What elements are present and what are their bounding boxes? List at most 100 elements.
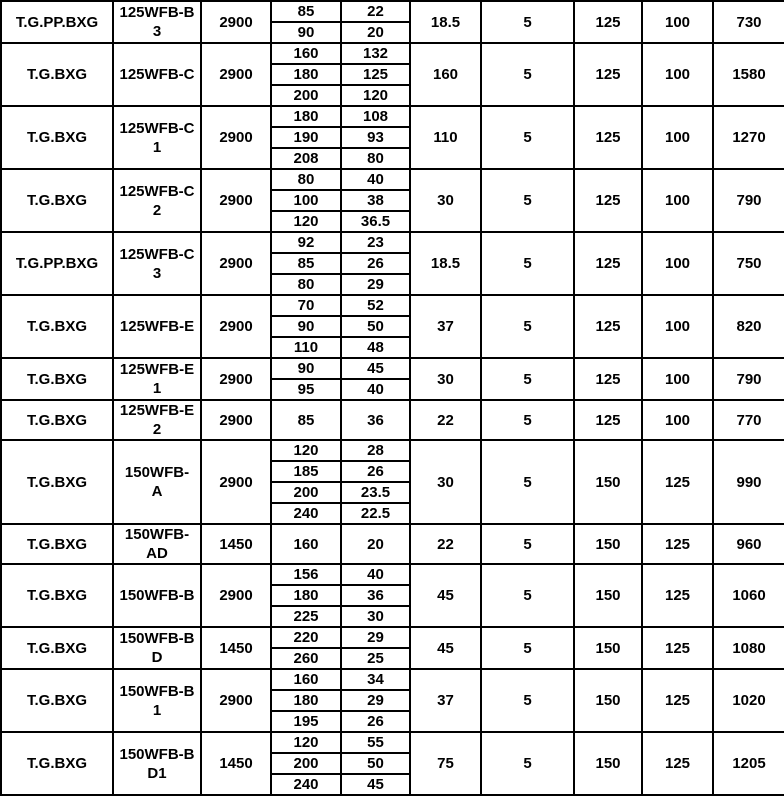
table-row: 90 50 [1, 315, 784, 338]
power-cell: 37 [409, 668, 482, 733]
value5-cell: 5 [480, 731, 575, 796]
table-row: 260 25 [1, 647, 784, 670]
power-cell: 45 [409, 563, 482, 628]
model-cell: 125WFB-C [112, 42, 202, 107]
dn2-cell: 125 [641, 668, 714, 733]
head-cell: 48 [340, 336, 411, 359]
head-cell: 36 [340, 399, 411, 441]
table-row: T.G.BXG 125WFB-E 2 2900 85 36 22 5 125 100 770 [0, 399, 784, 441]
power-cell: 30 [409, 439, 482, 525]
brand-cell: T.G.BXG [0, 668, 114, 733]
brand-cell: T.G.BXG [0, 523, 114, 565]
brand-cell: T.G.PP.BXG [0, 0, 114, 44]
head-cell: 38 [340, 189, 411, 212]
flow-cell: 120 [270, 731, 342, 754]
dn1-cell: 150 [573, 731, 643, 796]
table-row: 120 36.5 [1, 210, 784, 233]
speed-cell: 1450 [200, 731, 272, 796]
flow-cell: 180 [270, 63, 342, 86]
value5-cell: 5 [480, 168, 575, 233]
flow-cell: 185 [270, 460, 342, 483]
head-cell: 132 [340, 42, 411, 65]
speed-cell: 1450 [200, 523, 272, 565]
value5-cell: 5 [480, 0, 575, 44]
speed-cell: 2900 [200, 357, 272, 401]
table-row: T.G.BXG 125WFB-C 2900 160 132 160 5 125 100 1580 [0, 42, 784, 107]
brand-cell: T.G.BXG [0, 399, 114, 441]
head-cell: 52 [340, 294, 411, 317]
flow-cell: 208 [270, 147, 342, 170]
speed-cell: 2900 [200, 294, 272, 359]
dn2-cell: 100 [641, 231, 714, 296]
head-cell: 29 [340, 626, 411, 649]
flow-cell: 200 [270, 84, 342, 107]
speed-cell: 2900 [200, 439, 272, 525]
head-cell: 45 [340, 357, 411, 380]
dn1-cell: 125 [573, 357, 643, 401]
speed-cell: 2900 [200, 105, 272, 170]
table-row: 208 80 [1, 147, 784, 170]
flow-cell: 120 [270, 210, 342, 233]
model-cell: 125WFB-C 1 [112, 105, 202, 170]
head-cell: 20 [340, 523, 411, 565]
value5-cell: 5 [480, 105, 575, 170]
weight-cell: 1060 [712, 563, 784, 628]
head-cell: 36.5 [340, 210, 411, 233]
table-row: 80 29 [1, 273, 784, 296]
head-cell: 40 [340, 563, 411, 586]
table-row: 100 38 [1, 189, 784, 212]
value5-cell: 5 [480, 42, 575, 107]
flow-cell: 160 [270, 668, 342, 691]
head-cell: 29 [340, 689, 411, 712]
model-cell: 125WFB-B 3 [112, 0, 202, 44]
model-cell: 150WFB-B 1 [112, 668, 202, 733]
brand-cell: T.G.BXG [0, 731, 114, 796]
weight-cell: 1020 [712, 668, 784, 733]
head-cell: 20 [340, 21, 411, 44]
speed-cell: 2900 [200, 399, 272, 441]
head-cell: 29 [340, 273, 411, 296]
flow-cell: 85 [270, 399, 342, 441]
table-row: T.G.BXG 150WFB-B D 1450 220 29 45 5 150 125 1080 [0, 626, 784, 670]
flow-cell: 95 [270, 378, 342, 401]
value5-cell: 5 [480, 563, 575, 628]
flow-cell: 80 [270, 168, 342, 191]
table-row: 90 20 [1, 21, 784, 44]
dn1-cell: 125 [573, 294, 643, 359]
model-cell: 125WFB-E [112, 294, 202, 359]
flow-cell: 180 [270, 584, 342, 607]
flow-cell: 120 [270, 439, 342, 462]
head-cell: 28 [340, 439, 411, 462]
power-cell: 160 [409, 42, 482, 107]
head-cell: 80 [340, 147, 411, 170]
flow-cell: 240 [270, 502, 342, 525]
weight-cell: 990 [712, 439, 784, 525]
head-cell: 93 [340, 126, 411, 149]
head-cell: 36 [340, 584, 411, 607]
flow-cell: 90 [270, 21, 342, 44]
flow-cell: 85 [270, 252, 342, 275]
table-row: 200 120 [1, 84, 784, 107]
head-cell: 25 [340, 647, 411, 670]
dn2-cell: 100 [641, 168, 714, 233]
head-cell: 34 [340, 668, 411, 691]
model-cell: 150WFB- AD [112, 523, 202, 565]
head-cell: 23 [340, 231, 411, 254]
head-cell: 23.5 [340, 481, 411, 504]
flow-cell: 110 [270, 336, 342, 359]
flow-cell: 100 [270, 189, 342, 212]
flow-cell: 195 [270, 710, 342, 733]
table-row: 95 40 [1, 378, 784, 401]
table-row: 110 48 [1, 336, 784, 359]
brand-cell: T.G.BXG [0, 105, 114, 170]
dn2-cell: 100 [641, 0, 714, 44]
table-row: T.G.BXG 150WFB- AD 1450 160 20 22 5 150 125 960 [0, 523, 784, 565]
flow-cell: 180 [270, 689, 342, 712]
flow-cell: 240 [270, 773, 342, 796]
dn2-cell: 125 [641, 563, 714, 628]
weight-cell: 960 [712, 523, 784, 565]
flow-cell: 220 [270, 626, 342, 649]
weight-cell: 790 [712, 168, 784, 233]
brand-cell: T.G.BXG [0, 439, 114, 525]
